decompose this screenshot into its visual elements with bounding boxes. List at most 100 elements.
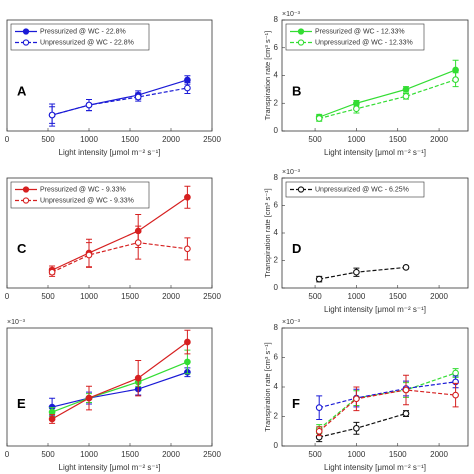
point bbox=[48, 111, 56, 119]
legend-box bbox=[285, 181, 425, 198]
y-axis-label: Transpiration rate [cm³ s⁻¹] bbox=[263, 31, 272, 121]
point bbox=[184, 358, 191, 366]
legend-marker bbox=[297, 28, 305, 35]
x-tick-label: 1000 bbox=[348, 450, 366, 459]
legend-box bbox=[10, 181, 150, 209]
x-tick-label: 500 bbox=[41, 450, 55, 459]
axis-exponent: ×10⁻³ bbox=[7, 319, 26, 326]
y-tick-label: 4 bbox=[274, 71, 279, 80]
panel-letter: D bbox=[292, 241, 301, 256]
legend-label: Pressurized @ WC - 12.33% bbox=[315, 28, 405, 35]
x-tick-label: 1000 bbox=[348, 135, 366, 144]
x-tick-label: 2500 bbox=[203, 450, 221, 459]
y-tick-label: 2 bbox=[274, 256, 279, 265]
x-tick-label: 1500 bbox=[389, 292, 407, 301]
y-tick-label: 8 bbox=[274, 323, 279, 332]
legend-label: Pressurized @ WC - 22.8% bbox=[40, 28, 126, 35]
point bbox=[134, 374, 142, 382]
point bbox=[315, 404, 323, 412]
y-tick-label: 0 bbox=[274, 126, 279, 135]
plot-area bbox=[6, 327, 213, 447]
x-tick-label: 2000 bbox=[430, 135, 448, 144]
legend-label: Pressurized @ WC - 9.33% bbox=[40, 186, 126, 193]
legend-label: Unpressurized @ WC - 22.8% bbox=[40, 39, 134, 46]
x-tick-label: 500 bbox=[41, 135, 55, 144]
point bbox=[353, 105, 360, 113]
point bbox=[184, 193, 191, 201]
x-tick-label: 2000 bbox=[162, 292, 180, 301]
y-tick-label: 2 bbox=[274, 412, 279, 421]
x-tick-label: 1500 bbox=[389, 450, 407, 459]
x-axis-label: Light intensity [μmol m⁻² s⁻¹] bbox=[324, 305, 426, 314]
panel-letter: B bbox=[292, 84, 301, 99]
point bbox=[402, 264, 410, 271]
x-tick-label: 0 bbox=[5, 135, 10, 144]
point bbox=[315, 275, 323, 283]
legend-box bbox=[285, 23, 425, 51]
point bbox=[85, 394, 93, 402]
axis-exponent: ×10⁻³ bbox=[282, 11, 301, 18]
y-tick-label: 2 bbox=[274, 98, 279, 107]
x-axis-label: Light intensity [μmol m⁻² s⁻¹] bbox=[59, 148, 161, 157]
point bbox=[48, 408, 56, 416]
x-tick-label: 1500 bbox=[389, 135, 407, 144]
legend-label: Unpressurized @ WC - 9.33% bbox=[40, 197, 134, 204]
point bbox=[48, 268, 56, 276]
legend-marker bbox=[297, 186, 305, 193]
point bbox=[402, 86, 410, 93]
y-tick-label: 0 bbox=[274, 283, 279, 292]
legend-marker bbox=[297, 39, 305, 46]
x-tick-label: 1000 bbox=[80, 450, 98, 459]
series-line bbox=[51, 361, 188, 413]
series-line bbox=[51, 242, 188, 273]
series-line bbox=[318, 69, 456, 118]
panel-letter: F bbox=[292, 396, 300, 411]
y-tick-label: 8 bbox=[274, 173, 279, 182]
x-tick-label: 2000 bbox=[430, 450, 448, 459]
point bbox=[402, 92, 410, 100]
x-tick-label: 500 bbox=[41, 292, 55, 301]
series-line bbox=[319, 381, 456, 409]
point bbox=[134, 239, 142, 246]
point bbox=[452, 66, 459, 74]
series-line bbox=[51, 196, 188, 271]
point bbox=[315, 427, 323, 435]
point bbox=[184, 245, 191, 253]
legend-marker bbox=[22, 197, 30, 204]
series-line bbox=[51, 341, 188, 420]
series-line bbox=[319, 79, 456, 120]
point bbox=[85, 251, 93, 259]
legend-marker bbox=[22, 39, 30, 46]
legend-label: Unpressurized @ WC - 12.33% bbox=[315, 39, 413, 46]
point bbox=[402, 410, 410, 417]
y-tick-label: 4 bbox=[274, 228, 279, 237]
x-axis-label: Light intensity [μmol m⁻² s⁻¹] bbox=[59, 463, 161, 472]
panel-letter: C bbox=[17, 241, 27, 256]
point bbox=[452, 369, 459, 377]
point bbox=[85, 101, 93, 109]
point bbox=[184, 84, 191, 92]
point bbox=[184, 76, 191, 84]
panel-letter: E bbox=[17, 396, 26, 411]
axis-exponent: ×10⁻³ bbox=[282, 169, 301, 176]
point bbox=[353, 424, 360, 432]
panel-letter: A bbox=[17, 84, 27, 99]
point bbox=[402, 386, 410, 394]
x-tick-label: 500 bbox=[308, 292, 322, 301]
y-tick-label: 6 bbox=[274, 353, 279, 362]
plot-area bbox=[281, 327, 469, 447]
x-tick-label: 1000 bbox=[348, 292, 366, 301]
point bbox=[48, 415, 56, 423]
point bbox=[315, 115, 323, 122]
x-axis-label: Light intensity [μmol m⁻² s⁻¹] bbox=[324, 148, 426, 157]
point bbox=[353, 395, 360, 403]
x-tick-label: 0 bbox=[5, 450, 10, 459]
legend-marker bbox=[22, 28, 30, 35]
point bbox=[134, 93, 142, 101]
x-axis-label: Light intensity [μmol m⁻² s⁻¹] bbox=[324, 463, 426, 472]
x-tick-label: 500 bbox=[308, 450, 322, 459]
y-tick-label: 4 bbox=[274, 382, 279, 391]
point bbox=[184, 338, 191, 346]
y-axis-label: Transpiration rate [cm³ s⁻¹] bbox=[263, 342, 272, 432]
